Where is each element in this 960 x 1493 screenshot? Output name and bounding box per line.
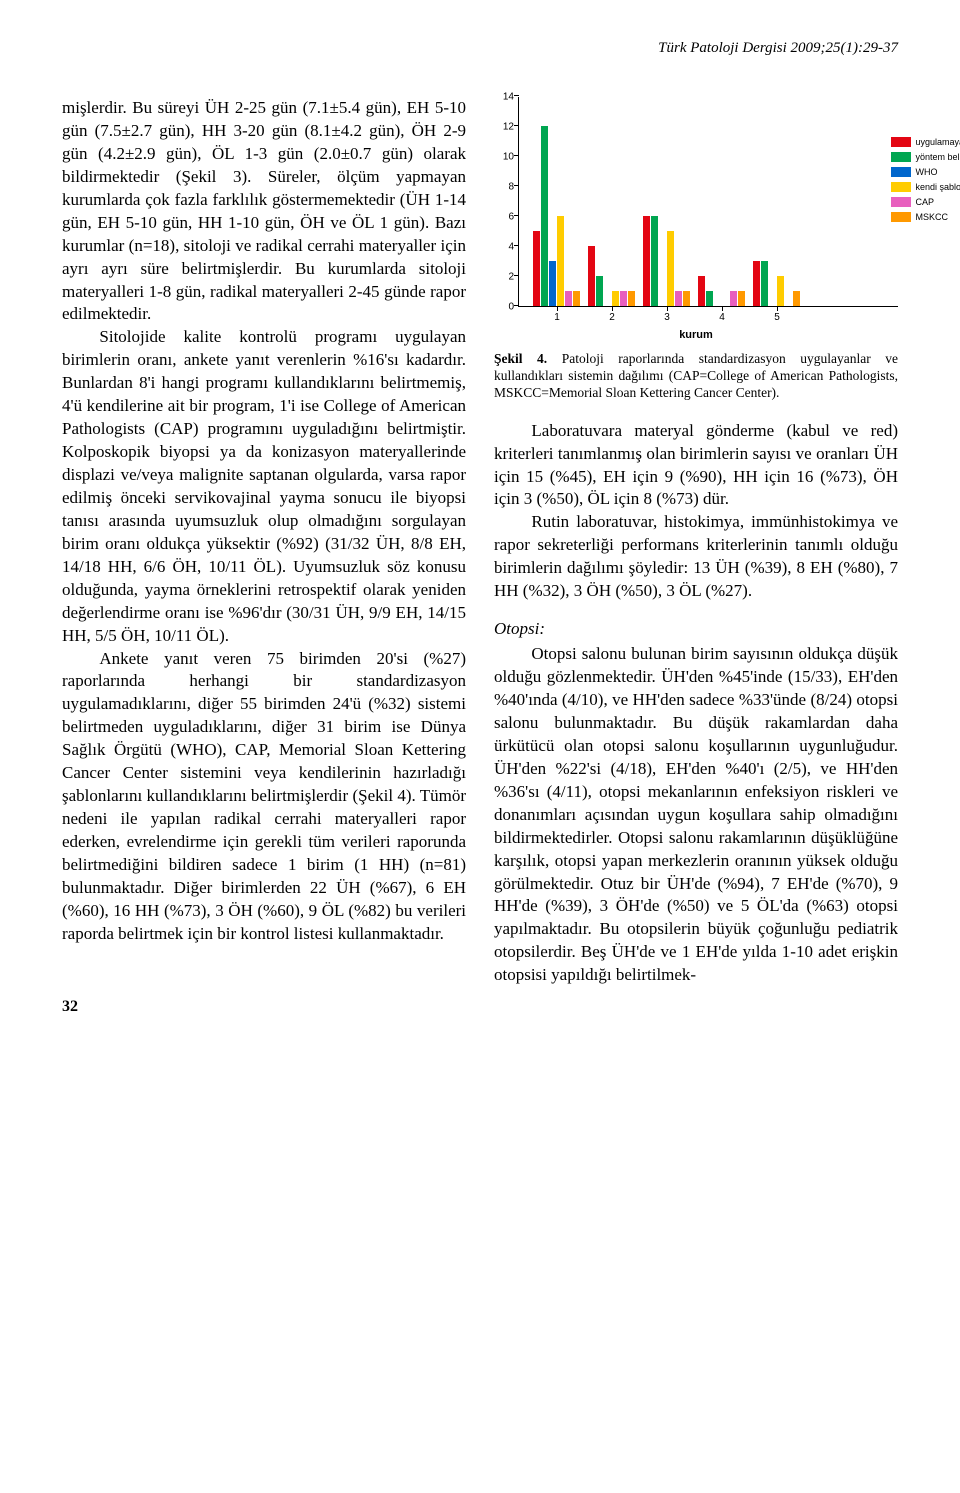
bar — [628, 291, 635, 306]
bar — [541, 126, 548, 306]
bar — [549, 261, 556, 306]
y-tick-mark — [514, 95, 519, 96]
legend-label: MSKCC — [915, 212, 948, 222]
y-tick-label: 4 — [508, 242, 514, 253]
body-paragraph: Sitolojide kalite kontrolü programı uygu… — [62, 326, 466, 647]
y-tick-label: 14 — [503, 92, 514, 103]
bar — [706, 291, 713, 306]
page-number: 32 — [62, 998, 466, 1016]
bar — [698, 276, 705, 306]
legend-label: CAP — [915, 197, 934, 207]
bar — [565, 291, 572, 306]
y-tick-mark — [514, 245, 519, 246]
y-tick-mark — [514, 125, 519, 126]
legend-item: yöntem belirtmeyen — [891, 152, 960, 162]
bar — [612, 291, 619, 306]
figure-4-chart: 02468101214 uygulamayanlaryöntem belirtm… — [494, 97, 898, 341]
bar — [557, 216, 564, 306]
legend-label: yöntem belirtmeyen — [915, 152, 960, 162]
subheading-otopsi: Otopsi: — [494, 619, 898, 639]
legend-item: MSKCC — [891, 212, 960, 222]
bar — [753, 261, 760, 306]
body-paragraph: mişlerdir. Bu süreyi ÜH 2-25 gün (7.1±5.… — [62, 97, 466, 326]
legend-item: kendi şablonları — [891, 182, 960, 192]
legend-item: CAP — [891, 197, 960, 207]
bar — [588, 246, 595, 306]
figure-label: Şekil 4. — [494, 351, 547, 366]
y-tick-mark — [514, 215, 519, 216]
bar — [643, 216, 650, 306]
legend-swatch — [891, 197, 911, 207]
y-tick-label: 10 — [503, 152, 514, 163]
page: Türk Patoloji Dergisi 2009;25(1):29-37 m… — [0, 0, 960, 1056]
legend-label: kendi şablonları — [915, 182, 960, 192]
bar — [533, 231, 540, 306]
bar — [651, 216, 658, 306]
x-tick-label: 5 — [774, 312, 780, 323]
legend-swatch — [891, 167, 911, 177]
chart-legend: uygulamayanlar yöntem belirtmeyen WHO kendi… — [891, 137, 960, 222]
bar-group — [533, 126, 581, 306]
bar — [573, 291, 580, 306]
x-axis-title: kurum — [494, 329, 898, 341]
bar-group — [698, 276, 746, 306]
bar — [761, 261, 768, 306]
x-tick-label: 1 — [554, 312, 560, 323]
legend-swatch — [891, 212, 911, 222]
y-tick-mark — [514, 155, 519, 156]
y-tick-label: 0 — [508, 302, 514, 313]
chart-box: 02468101214 uygulamayanlaryöntem belirtm… — [494, 97, 898, 307]
y-tick-mark — [514, 305, 519, 306]
x-tick-mark — [722, 306, 723, 311]
y-tick-label: 2 — [508, 272, 514, 283]
bar — [793, 291, 800, 306]
bar — [667, 231, 674, 306]
plot-area: uygulamayanlaryöntem belirtmeyenWHOkendi… — [518, 97, 898, 307]
bar-group — [588, 246, 636, 306]
bar-group — [643, 216, 691, 306]
y-tick-label: 8 — [508, 182, 514, 193]
legend-label: WHO — [915, 167, 937, 177]
x-tick-mark — [777, 306, 778, 311]
bar — [620, 291, 627, 306]
body-paragraph: Rutin laboratuvar, histokimya, immün­his… — [494, 511, 898, 603]
journal-header: Türk Patoloji Dergisi 2009;25(1):29-37 — [62, 40, 898, 57]
y-tick-mark — [514, 275, 519, 276]
x-tick-label: 2 — [609, 312, 615, 323]
right-column: 02468101214 uygulamayanlaryöntem belirtm… — [494, 97, 898, 1016]
two-column-layout: mişlerdir. Bu süreyi ÜH 2-25 gün (7.1±5.… — [62, 97, 898, 1016]
x-tick-mark — [557, 306, 558, 311]
bar-group — [753, 261, 801, 306]
bar — [777, 276, 784, 306]
body-paragraph: Ankete yanıt veren 75 birimden 20'si (%2… — [62, 648, 466, 946]
bar — [738, 291, 745, 306]
body-paragraph: Laboratuvara materyal gönderme (kabul ve… — [494, 420, 898, 512]
y-tick-label: 12 — [503, 122, 514, 133]
bar — [730, 291, 737, 306]
bar — [683, 291, 690, 306]
legend-swatch — [891, 152, 911, 162]
legend-label: uygulamayanlar — [915, 137, 960, 147]
legend-item: WHO — [891, 167, 960, 177]
left-column: mişlerdir. Bu süreyi ÜH 2-25 gün (7.1±5.… — [62, 97, 466, 1016]
bar — [675, 291, 682, 306]
bar — [596, 276, 603, 306]
y-tick-mark — [514, 185, 519, 186]
x-tick-label: 3 — [664, 312, 670, 323]
x-tick-label: 4 — [719, 312, 725, 323]
legend-swatch — [891, 182, 911, 192]
y-tick-label: 6 — [508, 212, 514, 223]
legend-item: uygulamayanlar — [891, 137, 960, 147]
body-paragraph: Otopsi salonu bulunan birim sayısının ol… — [494, 643, 898, 987]
figure-caption: Şekil 4. Patoloji raporlarında standardi… — [494, 351, 898, 402]
legend-swatch — [891, 137, 911, 147]
x-tick-mark — [612, 306, 613, 311]
figure-caption-text: Patoloji raporlarında standardizasyon uy… — [494, 351, 898, 400]
x-tick-mark — [667, 306, 668, 311]
